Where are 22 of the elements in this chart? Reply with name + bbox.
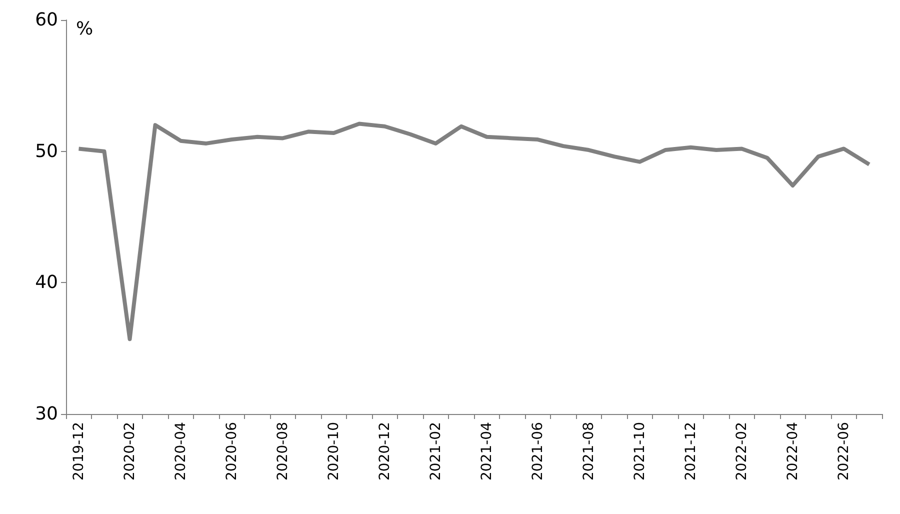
x-tick-label: 2021-10	[632, 422, 648, 480]
x-tick-label: 2022-06	[836, 422, 852, 480]
x-tick-label: 2020-06	[224, 422, 240, 480]
y-axis-title: %	[76, 18, 94, 40]
y-tick-label: 40	[35, 272, 58, 294]
y-tick-label: 50	[35, 140, 58, 162]
x-tick-label: 2022-02	[734, 422, 750, 480]
x-tick-label: 2020-08	[274, 422, 291, 480]
x-tick-label: 2022-04	[784, 422, 801, 480]
x-tick-label: 2021-12	[682, 422, 699, 480]
x-tick-label: 2021-06	[530, 422, 546, 480]
x-tick-label: 2021-08	[580, 422, 597, 480]
y-tick-label: 60	[35, 10, 58, 30]
x-tick-label: 2020-02	[122, 422, 138, 480]
x-tick-label: 2020-04	[172, 422, 189, 480]
x-tick-label: 2020-10	[326, 422, 342, 480]
x-tick-label: 2020-12	[376, 422, 393, 480]
x-tick-label: 2019-12	[70, 422, 87, 480]
x-tick-label: 2021-04	[478, 422, 495, 480]
line-series	[76, 122, 872, 342]
x-tick-label: 2021-02	[428, 422, 444, 480]
y-tick-label: 30	[35, 404, 58, 424]
